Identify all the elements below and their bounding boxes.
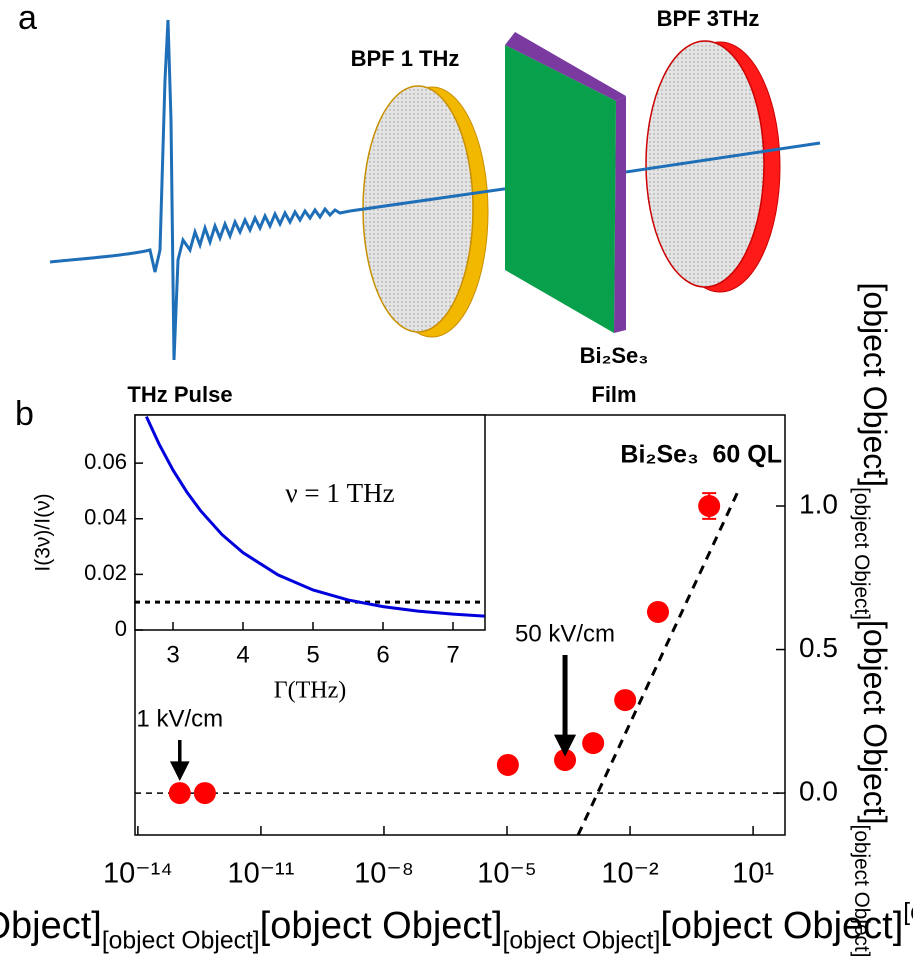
film-edge <box>505 32 626 101</box>
annotation: 1 kV/cm <box>136 705 223 732</box>
thz-pulse <box>49 19 351 361</box>
y-tick-label: 0.04 <box>84 505 127 530</box>
annotation-arrow <box>169 740 190 781</box>
x-tick-label: 10⁻² <box>601 858 659 890</box>
data-point <box>168 782 191 805</box>
x-tick-label: 10⁻¹⁴ <box>103 858 173 890</box>
label-part: [object Object] <box>857 283 893 488</box>
annotation: Bi₂Se₃ 60 QL <box>620 441 782 469</box>
beam <box>625 141 821 174</box>
label-part: [object Object] <box>903 898 913 925</box>
x-tick-label: 10¹ <box>732 858 774 890</box>
inset-background <box>134 414 486 631</box>
label-part: [object Object] <box>102 927 260 954</box>
filter-face <box>362 85 474 333</box>
x-tick-label: 3 <box>166 641 179 668</box>
x-tick-label: 7 <box>446 641 459 668</box>
x-tick-label: 10⁻⁸ <box>354 858 414 890</box>
y-tick-label: 1.0 <box>799 488 838 519</box>
annotation: 50 kV/cm <box>515 620 615 647</box>
film-label: Bi₂Se₃ <box>580 343 649 368</box>
y-axis-label: I(3ν)/I(ν) <box>32 493 55 571</box>
annotation: ν = 1 THz <box>285 478 394 508</box>
x-tick-label: 4 <box>236 641 249 668</box>
data-point <box>554 749 577 772</box>
panel-label: b <box>15 395 34 433</box>
x-tick-label: 6 <box>376 641 389 668</box>
data-point <box>193 782 216 805</box>
panel-label: a <box>18 0 37 37</box>
x-tick-label: 10⁻⁵ <box>477 858 537 890</box>
label-part: [object Object] <box>503 927 661 954</box>
data-point <box>582 732 605 755</box>
y-axis-label: [object Object][object Object][object Ob… <box>850 283 892 956</box>
film <box>505 45 616 333</box>
film-edge <box>614 96 626 333</box>
y-tick-label: 0.06 <box>84 449 127 474</box>
x-axis-label: [object Object][object Object][object Ob… <box>0 898 913 954</box>
label-part: [object Object] <box>850 487 873 620</box>
label-part: [object Object] <box>0 905 102 947</box>
y-tick-label: 0 <box>115 616 127 641</box>
data-point <box>614 689 637 712</box>
fit-line <box>576 486 742 836</box>
film-label: Film <box>591 382 636 407</box>
pulse-label: THz Pulse <box>127 382 232 407</box>
label-part: [object Object] <box>260 905 503 947</box>
filter-face <box>645 40 765 288</box>
label-part: [object Object] <box>660 905 903 947</box>
data-point <box>698 495 721 518</box>
filter-label: BPF 3THz <box>657 6 760 31</box>
x-tick-label: 5 <box>306 641 319 668</box>
filter-label: BPF 1 THz <box>351 46 460 71</box>
label-part: [object Object] <box>857 620 893 825</box>
y-tick-label: 0.0 <box>799 775 838 806</box>
y-tick-label: 0.5 <box>799 632 838 663</box>
curve <box>145 416 485 618</box>
x-tick-label: 10⁻¹¹ <box>227 858 294 890</box>
label-part: [object Object] <box>850 825 873 956</box>
data-point <box>496 753 519 776</box>
y-tick-label: 0.02 <box>84 560 127 585</box>
x-axis-label: Γ(THz) <box>274 678 347 704</box>
data-point <box>646 600 669 623</box>
annotation-arrow <box>553 655 577 757</box>
panel-a: a BPF 1 THz BPF 3THz Bi₂Se₃ Film THz Pul… <box>18 0 821 407</box>
